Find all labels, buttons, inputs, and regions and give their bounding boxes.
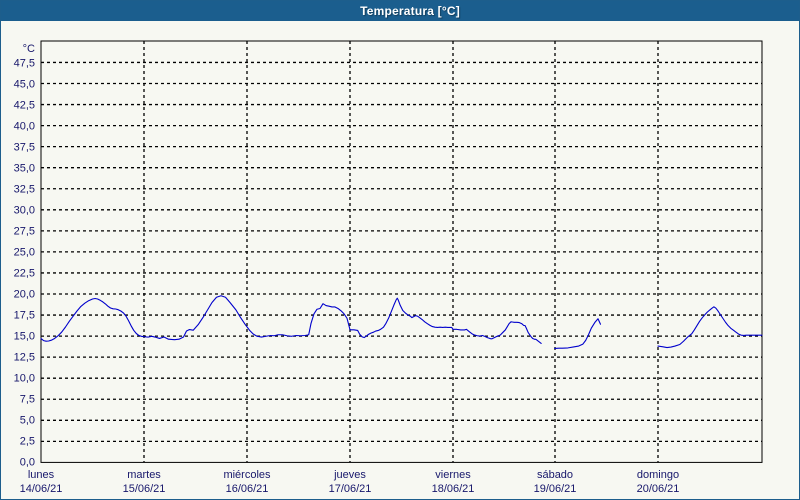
svg-text:2,5: 2,5 [20, 436, 35, 448]
svg-text:martes: martes [127, 469, 161, 481]
svg-text:sábado: sábado [537, 469, 573, 481]
svg-text:°C: °C [23, 43, 35, 55]
svg-text:miércoles: miércoles [223, 469, 271, 481]
svg-text:jueves: jueves [333, 469, 366, 481]
svg-text:37,5: 37,5 [14, 142, 35, 154]
svg-text:35,0: 35,0 [14, 163, 35, 175]
svg-text:16/06/21: 16/06/21 [226, 483, 269, 495]
svg-text:18/06/21: 18/06/21 [432, 483, 475, 495]
svg-text:20,0: 20,0 [14, 289, 35, 301]
svg-text:lunes: lunes [28, 469, 55, 481]
svg-text:17,5: 17,5 [14, 310, 35, 322]
svg-text:42,5: 42,5 [14, 100, 35, 112]
svg-text:15,0: 15,0 [14, 331, 35, 343]
svg-text:10,0: 10,0 [14, 373, 35, 385]
svg-text:viernes: viernes [435, 469, 471, 481]
svg-text:0,0: 0,0 [20, 457, 35, 469]
svg-text:15/06/21: 15/06/21 [123, 483, 166, 495]
svg-text:22,5: 22,5 [14, 268, 35, 280]
svg-text:47,5: 47,5 [14, 58, 35, 70]
svg-text:7,5: 7,5 [20, 394, 35, 406]
svg-text:30,0: 30,0 [14, 205, 35, 217]
svg-text:12,5: 12,5 [14, 352, 35, 364]
svg-text:17/06/21: 17/06/21 [329, 483, 372, 495]
svg-text:14/06/21: 14/06/21 [20, 483, 63, 495]
svg-text:domingo: domingo [637, 469, 679, 481]
svg-text:40,0: 40,0 [14, 121, 35, 133]
svg-text:32,5: 32,5 [14, 184, 35, 196]
svg-text:25,0: 25,0 [14, 247, 35, 259]
svg-text:27,5: 27,5 [14, 226, 35, 238]
svg-text:20/06/21: 20/06/21 [637, 483, 680, 495]
svg-text:19/06/21: 19/06/21 [534, 483, 577, 495]
svg-text:5,0: 5,0 [20, 415, 35, 427]
svg-text:45,0: 45,0 [14, 79, 35, 91]
